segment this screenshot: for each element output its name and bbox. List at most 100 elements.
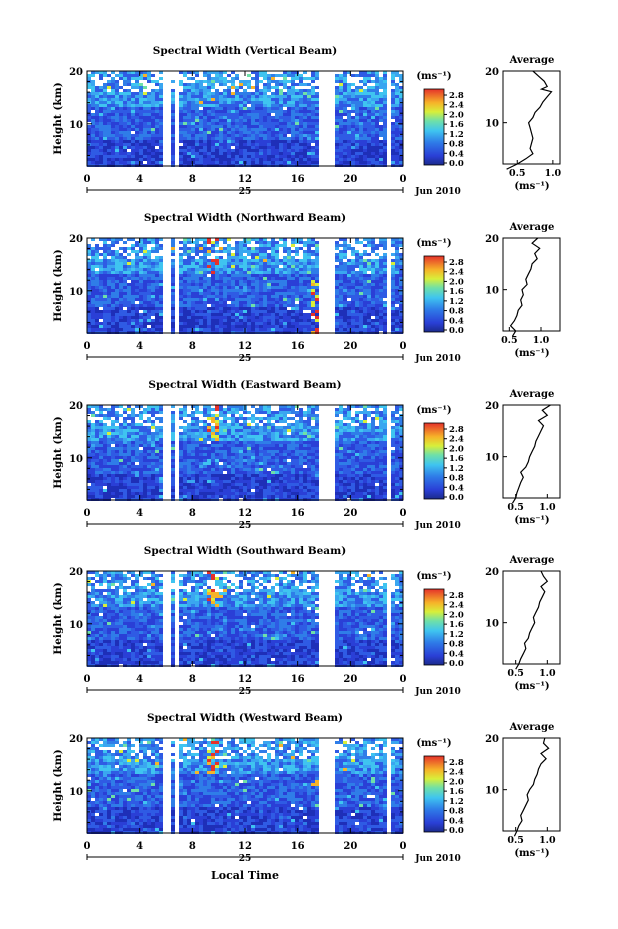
x-tick-label: 0 [84,674,91,685]
x-tick-label: 4 [136,508,143,519]
colorbar-tick-label: 0.8 [449,640,464,650]
average-x-tick-label: 0.5 [509,168,526,179]
colorbar-tick-label: 2.0 [449,110,464,120]
day-label: 25 [239,687,252,697]
x-tick-label: 20 [343,841,357,852]
average-x-tick-label: 1.0 [533,335,550,346]
average-y-tick-label: 10 [485,453,499,464]
panel-title: Spectral Width (Southward Beam) [144,545,346,557]
colorbar-tick-label: 2.8 [449,591,464,601]
heatmap [87,238,403,334]
colorbar [423,422,445,500]
colorbar-unit: (ms⁻¹) [416,238,451,249]
x-tick-label: 0 [84,174,91,185]
average-y-tick-label: 20 [485,234,499,245]
x-tick-label: 16 [291,508,305,519]
colorbar-tick-label: 0.8 [449,140,464,150]
month-label: Jun 2010 [414,687,461,697]
x-tick-label: 8 [189,508,196,519]
colorbar-tick-label: 0.8 [449,307,464,317]
colorbar-tick-label: 2.4 [449,101,464,111]
colorbar-tick-label: 0.0 [449,493,464,503]
colorbar-tick-label: 0.4 [449,816,464,826]
colorbar-tick-label: 0.0 [449,326,464,336]
x-tick-label: 0 [400,341,407,352]
x-tick-label: 12 [238,341,252,352]
average-profile-line [511,404,551,504]
colorbar-tick-label: 2.8 [449,91,464,101]
colorbar-tick-label: 0.4 [449,483,464,493]
average-x-tick-label: 0.5 [507,502,524,513]
colorbar-tick-label: 2.0 [449,610,464,620]
x-tick-label: 20 [343,508,357,519]
average-frame [502,70,561,165]
average-x-tick-label: 1.0 [545,168,562,179]
x-tick-label: 12 [238,674,252,685]
panel-2: Spectral Width (Northward Beam) Height (k… [52,212,561,364]
average-unit: (ms⁻¹) [514,681,549,692]
colorbar-tick-label: 2.0 [449,777,464,787]
colorbar-tick-label: 1.2 [449,130,464,140]
panel-1: Spectral Width (Vertical Beam) Height (km… [52,45,562,197]
x-tick-label: 20 [343,341,357,352]
colorbar-unit: (ms⁻¹) [416,571,451,582]
average-title: Average [509,722,555,733]
colorbar-tick-label: 0.8 [449,474,464,484]
colorbar-tick-label: 2.8 [449,258,464,268]
x-tick-label: 16 [291,841,305,852]
x-tick-label: 0 [400,674,407,685]
colorbar-tick-label: 2.8 [449,425,464,435]
x-tick-label: 0 [400,841,407,852]
colorbar-tick-label: 2.0 [449,277,464,287]
colorbar-unit: (ms⁻¹) [416,738,451,749]
x-tick-label: 8 [189,841,196,852]
colorbar [423,88,445,166]
colorbar-tick-label: 2.4 [449,268,464,278]
heatmap [87,571,403,667]
x-tick-label: 16 [291,341,305,352]
colorbar-tick-label: 1.6 [449,454,464,464]
average-frame [502,570,561,665]
x-tick-label: 16 [291,174,305,185]
colorbar-tick-label: 1.6 [449,287,464,297]
average-unit: (ms⁻¹) [514,181,549,192]
average-y-tick-label: 20 [485,734,499,745]
heatmap [87,71,403,167]
x-tick-label: 20 [343,674,357,685]
colorbar-tick-label: 2.8 [449,758,464,768]
colorbar-tick-label: 0.4 [449,316,464,326]
colorbar-tick-label: 1.6 [449,120,464,130]
x-tick-label: 12 [238,174,252,185]
colorbar-tick-label: 0.0 [449,159,464,169]
y-axis-label: Height (km) [52,249,64,321]
average-y-tick-label: 10 [485,619,499,630]
x-tick-label: 0 [84,508,91,519]
colorbar [423,255,445,333]
x-tick-label: 4 [136,841,143,852]
y-tick-label: 20 [69,234,83,245]
x-tick-label: 0 [400,508,407,519]
average-profile-line [513,737,550,837]
y-tick-label: 20 [69,401,83,412]
y-tick-label: 10 [69,287,83,298]
colorbar-tick-label: 0.4 [449,149,464,159]
average-profile-line [506,70,553,170]
average-y-tick-label: 10 [485,286,499,297]
y-axis-label: Height (km) [52,416,64,488]
colorbar-unit: (ms⁻¹) [416,71,451,82]
x-tick-label: 0 [84,341,91,352]
y-tick-label: 10 [69,120,83,131]
x-tick-label: 4 [136,341,143,352]
x-tick-label: 8 [189,174,196,185]
average-y-tick-label: 20 [485,401,499,412]
panel-title: Spectral Width (Vertical Beam) [153,45,337,57]
day-label: 25 [239,521,252,531]
colorbar-tick-label: 1.2 [449,797,464,807]
average-y-tick-label: 20 [485,567,499,578]
y-axis-label: Height (km) [52,582,64,654]
average-y-tick-label: 20 [485,67,499,78]
day-label: 25 [239,354,252,364]
colorbar-tick-label: 2.4 [449,601,464,611]
average-x-tick-label: 1.0 [539,668,556,679]
